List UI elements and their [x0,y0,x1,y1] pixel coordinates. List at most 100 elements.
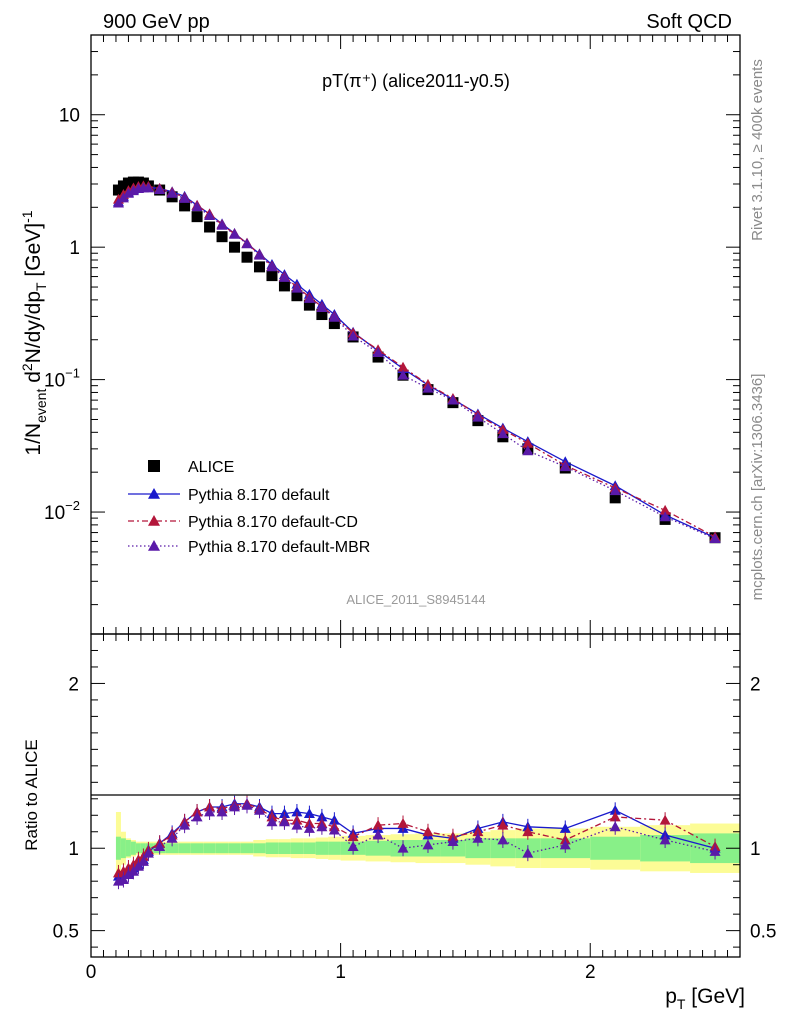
band-stat-segment [135,843,141,854]
ratio-y-tick-label: 2 [68,674,79,695]
band-stat-segment [315,841,329,855]
alice-data-point [291,290,303,302]
ratio-series-point [609,811,621,822]
alice-data-point [303,299,315,311]
x-axis-label: pT [GeV] [665,985,745,1012]
ratio-series-point [497,819,509,830]
category-label: Soft QCD [646,11,732,33]
ratio-series-point [497,834,509,845]
ratio-series-point [191,811,203,822]
alice-data-point [179,200,191,212]
ratio-series-point [347,831,359,842]
ratio-series-point [253,804,265,815]
main-series-point [316,302,328,312]
analysis-watermark: ALICE_2011_S8945144 [346,592,485,607]
band-stat-segment [215,843,229,854]
x-tick-labels: 0 1 2 [86,962,596,983]
main-series-point [253,249,265,260]
legend: ALICE Pythia 8.170 default Pythia 8.170 de… [128,459,370,556]
band-stat-segment [240,843,254,854]
ratio-y-tick-label: 0.5 [53,922,79,943]
main-series-point [122,187,134,198]
legend-alice-marker [148,460,160,472]
main-series-point [659,511,671,522]
rivet-version-label: Rivet 3.1.10, ≥ 400k events [749,59,766,241]
main-series-point [447,394,459,405]
main-series-point [709,533,721,544]
ratio-series-point [241,799,253,810]
mcplots-reference-label: mcplots.cern.ch [arXiv:1306.3436] [749,374,766,601]
alice-data-point [372,351,384,363]
ratio-y-tick-label-right: 0.5 [750,922,776,943]
main-series-point [559,461,571,472]
ratio-series-point [303,822,315,833]
band-stat-segment [253,843,266,854]
main-series-point [278,272,290,282]
ratio-series-point [316,821,328,832]
ratio-series-point [166,832,178,843]
ratio-series-point [291,806,303,817]
y-tick-labels: 10−2 10−1 1 10 0.5 0.5 1 1 2 2 [44,106,776,943]
band-stat-segment [115,836,121,860]
ratio-series-point [179,819,191,830]
main-series-point [372,347,384,357]
main-series-point [397,361,409,372]
main-series-point [142,182,154,193]
main-series-point [422,382,434,393]
ratio-series-point [154,841,166,851]
ratio-series-point [422,826,434,837]
ratio-series-point [559,839,571,850]
ratio-series-point [447,836,459,847]
band-stat-segment [203,843,216,854]
main-series-point [112,197,124,208]
alice-data-point [266,270,278,282]
band-stat-segment [140,843,146,854]
band-stat-segment [465,838,491,859]
alice-data-point [278,280,290,292]
legend-label: Pythia 8.170 default [188,487,330,504]
main-series-point [291,282,303,293]
main-series-point [659,504,671,515]
main-series-point [522,445,534,456]
band-stat-segment [590,836,641,860]
alice-data-point [253,261,265,273]
ratio-series-point [229,801,241,812]
main-series-point [154,184,166,195]
ratio-series-point [472,832,484,843]
main-series-point [609,485,621,496]
band-stat-segment [125,839,131,857]
main-series-line [117,186,716,539]
x-tick-label: 0 [86,962,97,983]
axis-ticks [90,34,741,957]
ratio-series-line [118,803,716,874]
main-series-point [204,210,216,221]
ratio-series-point [609,821,621,832]
ratio-series-point [122,869,134,880]
main-series-point [522,437,534,448]
plot-title: pT(π⁺) (alice2011-y0.5) [322,71,510,91]
legend-label: Pythia 8.170 default-MBR [188,539,370,556]
x-tick-label: 2 [585,962,596,983]
main-series-point [472,411,484,422]
x-tick-label: 1 [335,962,346,983]
ratio-y-tick-label-right: 1 [750,839,761,860]
main-series-line [118,185,716,538]
main-series-point [191,201,203,212]
band-stat-segment [228,843,241,854]
ratio-series-point [303,808,315,819]
ratio-y-tick-label-right: 2 [750,674,761,695]
alice-data-point [316,309,328,321]
band-stat-segment [165,843,179,854]
ratio-y-axis-label: Ratio to ALICE [22,739,41,851]
main-series-point [397,369,409,380]
ratio-series-point [142,847,154,858]
main-series-point [266,261,278,272]
ratio-series-point [659,834,671,845]
ratio-series-point [372,829,384,840]
main-series-point [166,187,178,198]
alice-data-point [216,231,228,243]
band-stat-segment [365,840,391,856]
ratio-series-point [709,846,721,856]
ratio-series [112,795,721,890]
